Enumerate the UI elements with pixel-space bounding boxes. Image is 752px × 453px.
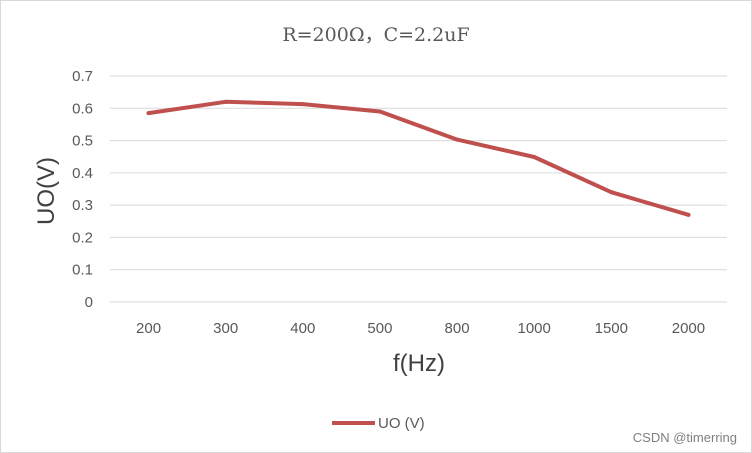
y-tick-label: 0.1 [72, 262, 93, 279]
x-tick-labels: 200 300 400 500 800 1000 1500 2000 [136, 320, 705, 337]
series-line-0 [146, 99, 691, 217]
y-tick-label: 0.7 [72, 68, 93, 85]
x-tick-label: 1500 [595, 320, 628, 337]
legend: UO (V) [332, 415, 425, 432]
x-axis-title: f(Hz) [393, 350, 445, 377]
y-tick-labels: 0 0.1 0.2 0.3 0.4 0.5 0.6 0.7 [72, 68, 93, 311]
y-axis-title: UO(V) [33, 157, 60, 225]
data-point [146, 111, 151, 116]
y-tick-label: 0.3 [72, 197, 93, 214]
x-tick-label: 1000 [518, 320, 551, 337]
watermark: CSDN @timerring [633, 430, 737, 445]
x-tick-label: 300 [213, 320, 238, 337]
x-tick-label: 500 [367, 320, 392, 337]
data-point [223, 99, 228, 104]
data-point [532, 155, 537, 160]
chart-title: R=200Ω，C=2.2uF [282, 24, 469, 46]
data-point [455, 137, 460, 142]
x-tick-label: 800 [445, 320, 470, 337]
y-tick-label: 0.4 [72, 165, 93, 182]
series-layer [146, 99, 691, 217]
data-point [300, 102, 305, 107]
x-tick-label: 2000 [672, 320, 705, 337]
data-point [686, 212, 691, 217]
y-tick-label: 0.5 [72, 133, 93, 150]
data-point [609, 190, 614, 195]
x-tick-label: 400 [290, 320, 315, 337]
x-tick-label: 200 [136, 320, 161, 337]
gridlines [110, 75, 727, 303]
y-tick-label: 0.6 [72, 100, 93, 117]
legend-label: UO (V) [378, 415, 425, 432]
y-tick-label: 0.2 [72, 229, 93, 246]
y-tick-label: 0 [85, 294, 93, 311]
data-point [377, 109, 382, 114]
